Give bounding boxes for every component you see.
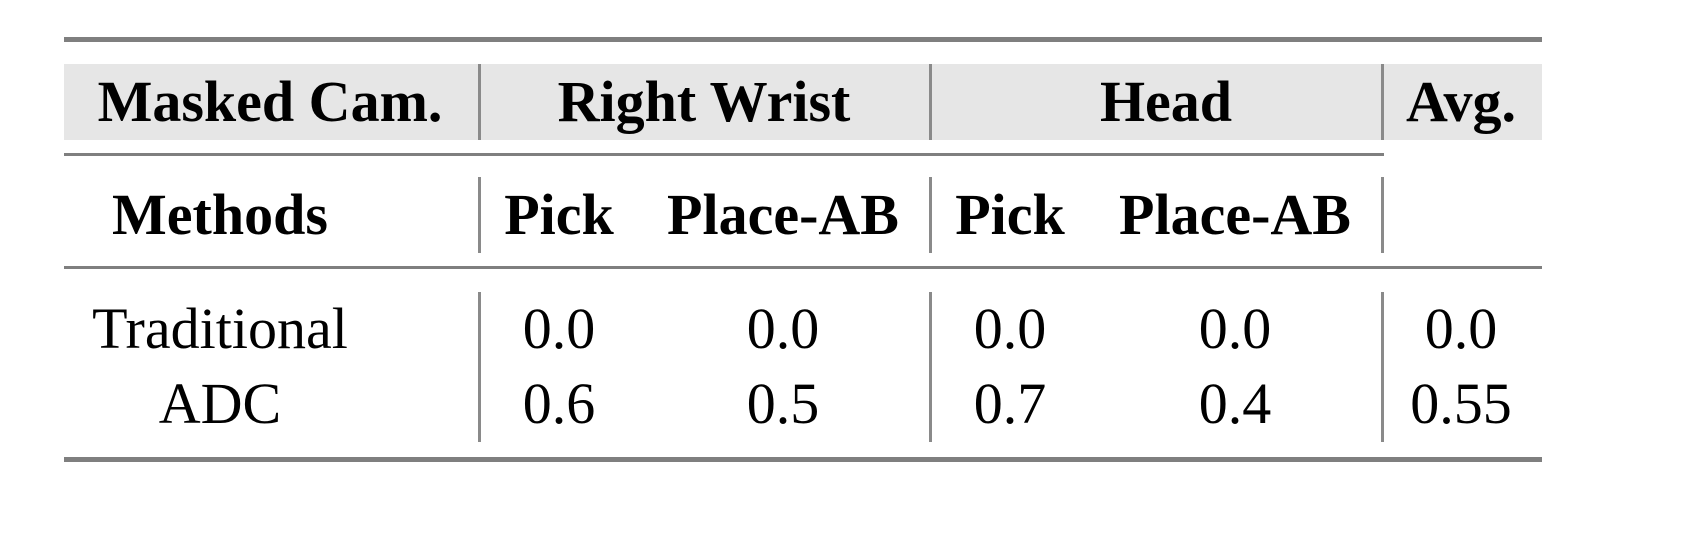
subheader-pick: Pick: [955, 182, 1065, 247]
cell: 0.0: [746, 296, 820, 361]
cell: 0.5: [746, 371, 820, 436]
header-masked-cam: Masked Cam.: [97, 69, 443, 134]
header-head: Head: [1099, 69, 1233, 134]
header-methods: Methods: [112, 182, 328, 247]
header-rule: [64, 266, 1542, 269]
cell: 0.55: [1410, 371, 1512, 436]
cell: 0.4: [1198, 371, 1272, 436]
vline: [478, 177, 481, 253]
row-method: Traditional: [92, 296, 348, 361]
cell: 0.6: [522, 371, 596, 436]
header-band: [64, 64, 1542, 140]
header-right-wrist: Right Wrist: [557, 69, 851, 134]
cell: 0.0: [1198, 296, 1272, 361]
cell: 0.0: [522, 296, 596, 361]
subheader-pick: Pick: [504, 182, 614, 247]
bottom-rule: [64, 457, 1542, 462]
header-avg: Avg.: [1405, 69, 1517, 134]
vline: [478, 292, 481, 442]
vline: [1381, 64, 1384, 140]
vline: [1381, 292, 1384, 442]
cell: 0.0: [973, 296, 1047, 361]
cell: 0.0: [1424, 296, 1498, 361]
vline: [929, 64, 932, 140]
vline: [929, 177, 932, 253]
subheader-place-ab: Place-AB: [667, 182, 899, 247]
vline: [929, 292, 932, 442]
vline: [1381, 177, 1384, 253]
vline: [478, 64, 481, 140]
cell: 0.7: [973, 371, 1047, 436]
subheader-place-ab: Place-AB: [1119, 182, 1351, 247]
row-method: ADC: [158, 371, 282, 436]
mid-rule: [64, 153, 1384, 156]
top-rule: [64, 37, 1542, 42]
